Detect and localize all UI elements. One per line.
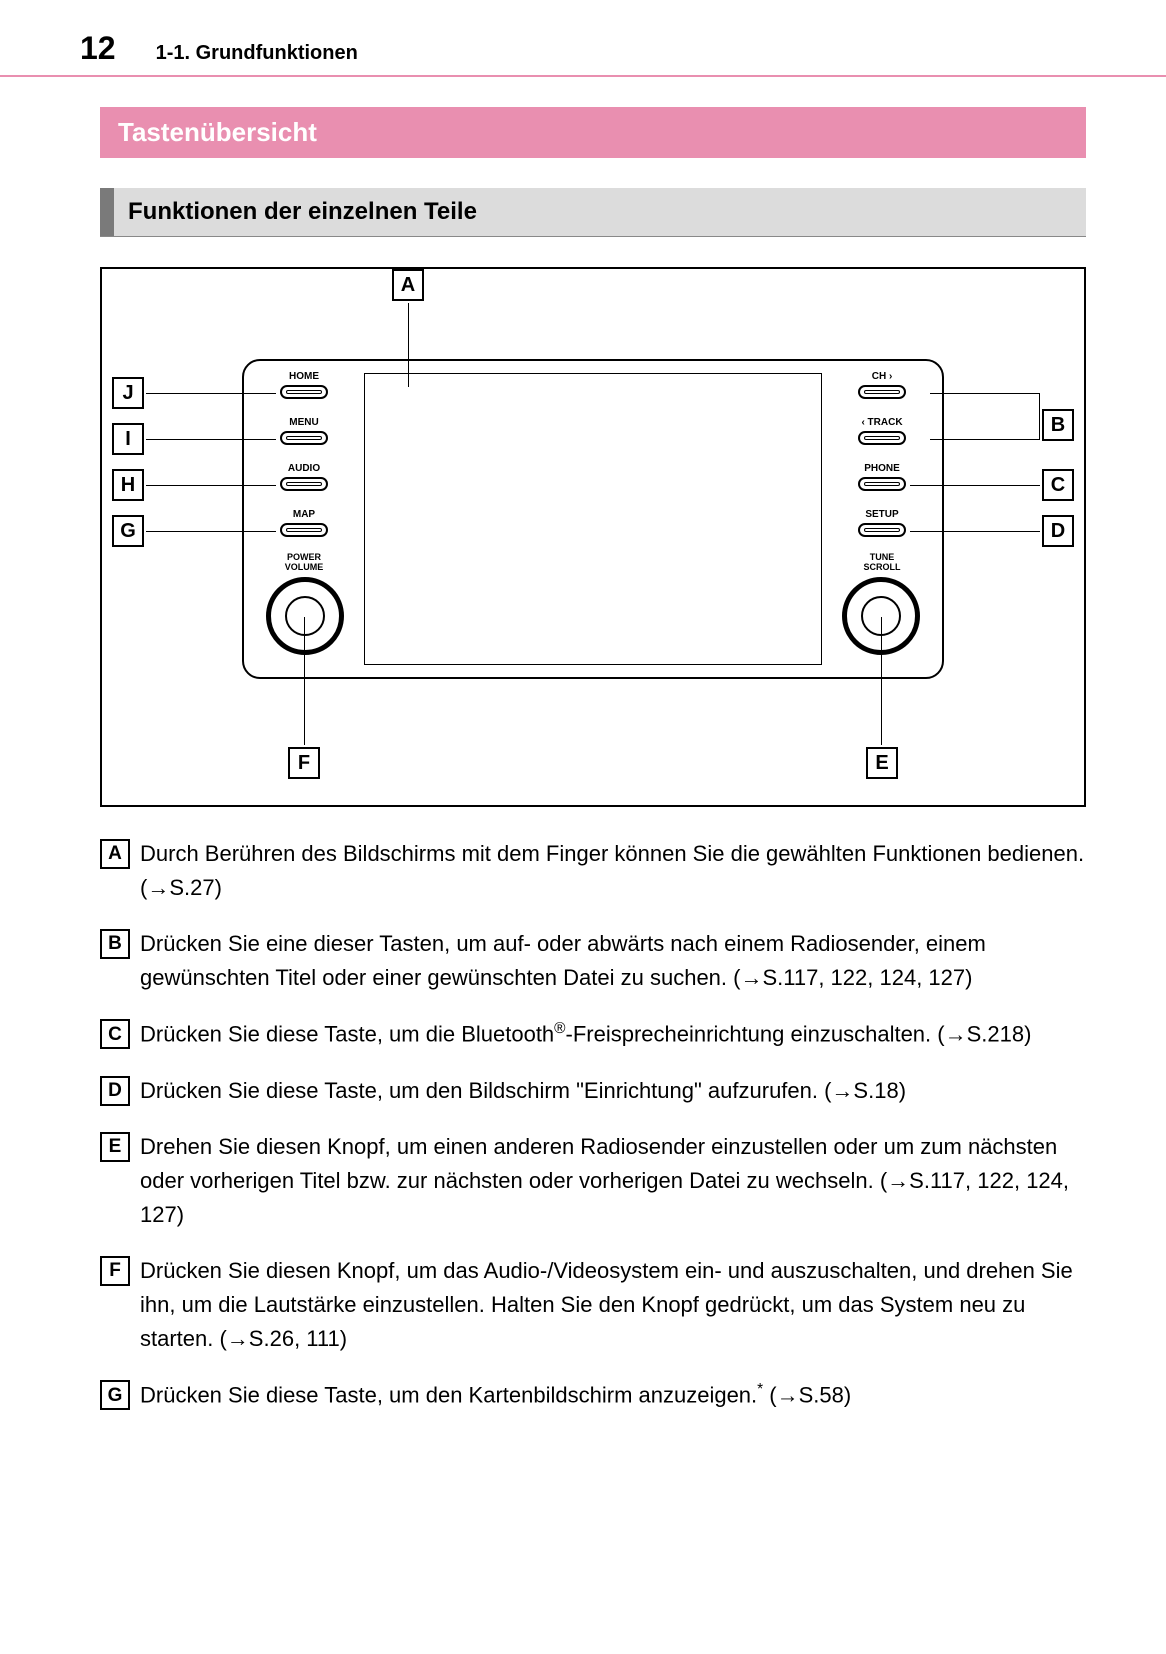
device-screen <box>364 373 822 665</box>
callout-j: J <box>112 377 144 409</box>
knob-label-tune: TUNE SCROLL <box>852 553 912 573</box>
description-item: D Drücken Sie diese Taste, um den Bildsch… <box>100 1074 1086 1108</box>
description-badge: D <box>100 1076 130 1106</box>
description-badge: C <box>100 1019 130 1049</box>
lead-line <box>146 485 276 486</box>
description-item: C Drücken Sie diese Taste, um die Bluetoo… <box>100 1017 1086 1051</box>
btn-label-phone: PHONE <box>852 463 912 474</box>
lead-line <box>930 439 1040 440</box>
home-button[interactable] <box>280 385 328 399</box>
description-text: Drehen Sie diesen Knopf, um einen andere… <box>140 1130 1086 1232</box>
description-item: E Drehen Sie diesen Knopf, um einen ander… <box>100 1130 1086 1232</box>
callout-b: B <box>1042 409 1074 441</box>
description-badge: F <box>100 1256 130 1286</box>
btn-label-track: ‹ TRACK <box>852 417 912 428</box>
description-badge: A <box>100 839 130 869</box>
callout-g: G <box>112 515 144 547</box>
subtitle-text: Funktionen der einzelnen Teile <box>114 188 1086 236</box>
track-button[interactable] <box>858 431 906 445</box>
lead-line <box>146 393 276 394</box>
btn-label-map: MAP <box>274 509 334 520</box>
audio-button[interactable] <box>280 477 328 491</box>
description-item: A Durch Berühren des Bildschirms mit dem … <box>100 837 1086 905</box>
lead-line <box>146 531 276 532</box>
menu-button[interactable] <box>280 431 328 445</box>
btn-label-home: HOME <box>274 371 334 382</box>
lead-line <box>1039 393 1040 439</box>
description-text: Drücken Sie diese Taste, um den Bildschi… <box>140 1074 1086 1108</box>
description-item: F Drücken Sie diesen Knopf, um das Audio-… <box>100 1254 1086 1356</box>
lead-line <box>881 617 882 745</box>
setup-button[interactable] <box>858 523 906 537</box>
callout-e: E <box>866 747 898 779</box>
lead-line <box>146 439 276 440</box>
divider <box>0 75 1166 77</box>
phone-button[interactable] <box>858 477 906 491</box>
btn-label-ch: CH › <box>852 371 912 382</box>
description-badge: E <box>100 1132 130 1162</box>
page-number: 12 <box>80 30 116 67</box>
callout-h: H <box>112 469 144 501</box>
ch-button[interactable] <box>858 385 906 399</box>
description-text: Durch Berühren des Bildschirms mit dem F… <box>140 837 1086 905</box>
lead-line <box>930 393 1040 394</box>
description-item: B Drücken Sie eine dieser Tasten, um auf-… <box>100 927 1086 995</box>
callout-i: I <box>112 423 144 455</box>
btn-label-audio: AUDIO <box>274 463 334 474</box>
map-button[interactable] <box>280 523 328 537</box>
description-badge: B <box>100 929 130 959</box>
power-volume-knob[interactable] <box>266 577 344 655</box>
lead-line <box>910 485 1040 486</box>
knob-label-power: POWER VOLUME <box>274 553 334 573</box>
callout-d: D <box>1042 515 1074 547</box>
description-text: Drücken Sie diese Taste, um die Bluetoot… <box>140 1017 1086 1051</box>
title-bar: Tastenübersicht <box>100 107 1086 158</box>
subtitle-bar: Funktionen der einzelnen Teile <box>100 188 1086 237</box>
subtitle-accent <box>100 188 114 236</box>
device-diagram: A HOME MENU AUDIO MAP CH › ‹ TRACK PHONE… <box>100 267 1086 807</box>
section-path: 1-1. Grundfunktionen <box>156 42 358 65</box>
description-item: G Drücken Sie diese Taste, um den Kartenb… <box>100 1378 1086 1412</box>
description-list: A Durch Berühren des Bildschirms mit dem … <box>100 837 1086 1413</box>
lead-line <box>304 617 305 745</box>
description-badge: G <box>100 1380 130 1410</box>
description-text: Drücken Sie eine dieser Tasten, um auf- … <box>140 927 1086 995</box>
callout-f: F <box>288 747 320 779</box>
description-text: Drücken Sie diesen Knopf, um das Audio-/… <box>140 1254 1086 1356</box>
btn-label-setup: SETUP <box>852 509 912 520</box>
device-body: HOME MENU AUDIO MAP CH › ‹ TRACK PHONE S… <box>242 359 944 679</box>
callout-a: A <box>392 269 424 301</box>
callout-c: C <box>1042 469 1074 501</box>
lead-line <box>910 531 1040 532</box>
description-text: Drücken Sie diese Taste, um den Kartenbi… <box>140 1378 1086 1412</box>
btn-label-menu: MENU <box>274 417 334 428</box>
page-header: 12 1-1. Grundfunktionen <box>80 30 1086 67</box>
